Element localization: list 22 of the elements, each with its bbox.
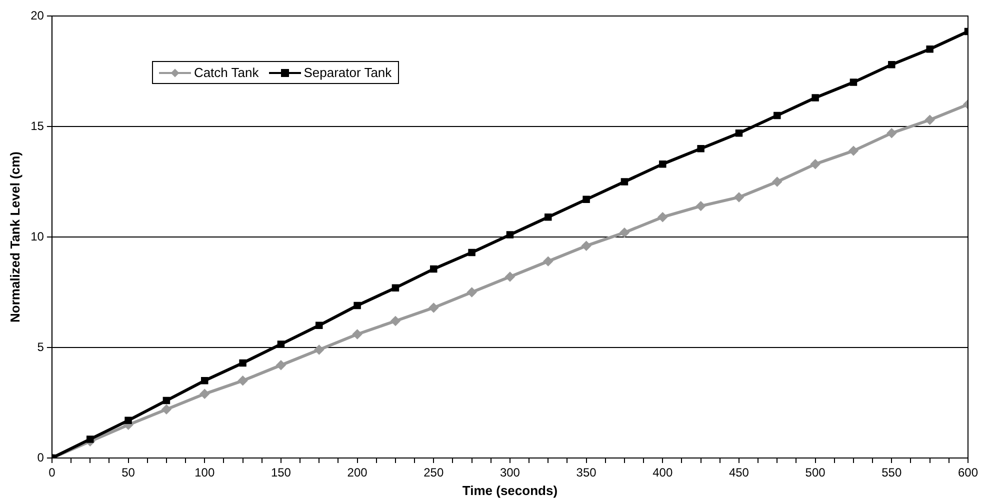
x-tick-label: 450 <box>728 466 750 480</box>
x-tick-label: 600 <box>958 466 978 480</box>
y-tick-label: 15 <box>30 118 44 133</box>
x-tick-label: 50 <box>122 466 136 480</box>
x-tick-label: 150 <box>270 466 292 480</box>
x-tick-label: 0 <box>48 466 56 480</box>
y-tick-label: 5 <box>37 340 44 354</box>
y-tick-label: 20 <box>30 8 44 22</box>
legend-label: Separator Tank <box>304 65 392 80</box>
x-tick-label: 350 <box>576 466 597 480</box>
x-tick-label: 100 <box>194 466 215 480</box>
y-tick-label: 0 <box>37 450 44 464</box>
y-axis-title: Normalized Tank Level (cm) <box>7 152 22 322</box>
x-tick-label: 250 <box>424 466 444 480</box>
x-axis-title: Time (seconds) <box>462 482 558 498</box>
legend-label: Catch Tank <box>194 65 259 80</box>
x-tick-label: 300 <box>500 466 520 480</box>
x-tick-label: 550 <box>882 466 902 480</box>
x-tick-label: 400 <box>652 466 673 480</box>
x-tick-label: 200 <box>347 466 368 480</box>
x-tick-label: 500 <box>805 466 826 480</box>
y-tick-label: 10 <box>30 229 44 244</box>
